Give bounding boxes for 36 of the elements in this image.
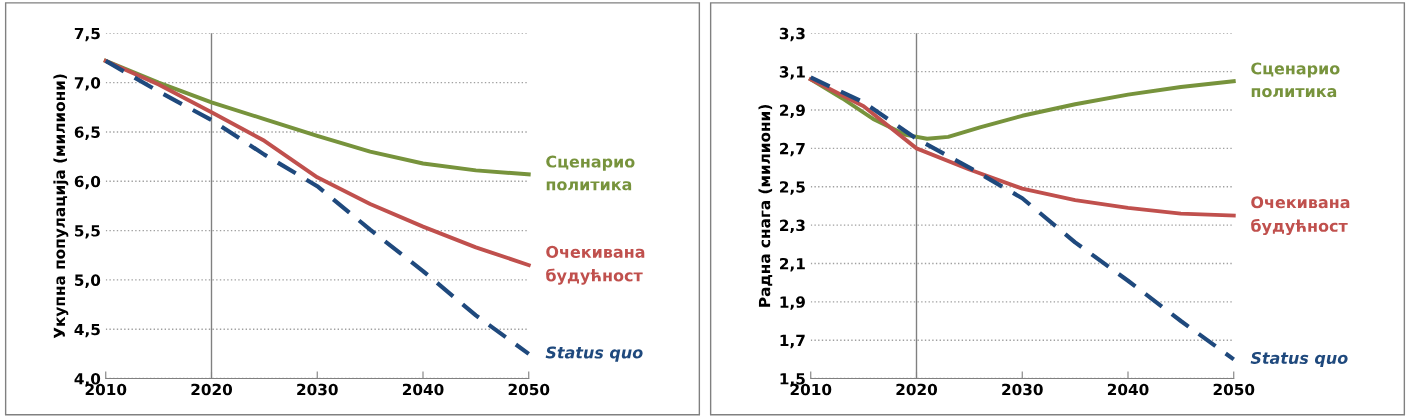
x-tick-label: 2040 <box>402 383 444 396</box>
line-series <box>103 58 531 356</box>
series-label: Status quo <box>1250 351 1348 368</box>
series-label: Очекивана будућност <box>1251 196 1350 236</box>
y-tick-label: 1,7 <box>780 334 805 349</box>
y-tick-label: 3,1 <box>779 66 805 80</box>
x-tick-label: 2030 <box>297 383 338 396</box>
x-tick-label: 2040 <box>1107 383 1149 396</box>
x-tick-label: 2020 <box>896 383 938 396</box>
series-label: Очекивана будућност <box>546 245 645 285</box>
x-tick-label: 2050 <box>1213 383 1255 396</box>
series-label: Сценарио политика <box>546 155 635 191</box>
y-tick-label: 2,5 <box>780 181 805 195</box>
y-tick-label: 5,0 <box>75 274 101 288</box>
x-tick-label: 2030 <box>1002 383 1043 396</box>
y-tick-label: 2,3 <box>780 219 805 234</box>
y-tick-label: 2,7 <box>780 142 805 157</box>
y-tick-label: 3,3 <box>779 27 805 42</box>
series-label: Сценарио политика <box>1251 62 1340 98</box>
y-tick-label: 4,5 <box>74 323 100 338</box>
line-series <box>808 75 1236 362</box>
x-tick-label: 2050 <box>508 383 550 396</box>
y-axis-title: Укупна популација (милиони) <box>53 74 69 339</box>
y-tick-label: 2,1 <box>780 257 805 272</box>
y-axis-title: Радна снага (милиони) <box>758 105 773 307</box>
line-series <box>103 58 531 268</box>
line-series <box>808 77 1236 218</box>
y-tick-label: 7,0 <box>74 77 101 91</box>
series-label: Status quo <box>545 346 643 362</box>
y-tick-label: 6,5 <box>74 126 100 140</box>
x-tick-label: 2020 <box>191 383 233 396</box>
y-tick-label: 2,9 <box>780 104 805 118</box>
y-tick-label: 5,5 <box>75 225 100 239</box>
y-tick-label: 6,0 <box>74 175 101 190</box>
y-tick-label: 7,5 <box>74 27 100 42</box>
y-tick-label: 1,9 <box>780 296 805 310</box>
